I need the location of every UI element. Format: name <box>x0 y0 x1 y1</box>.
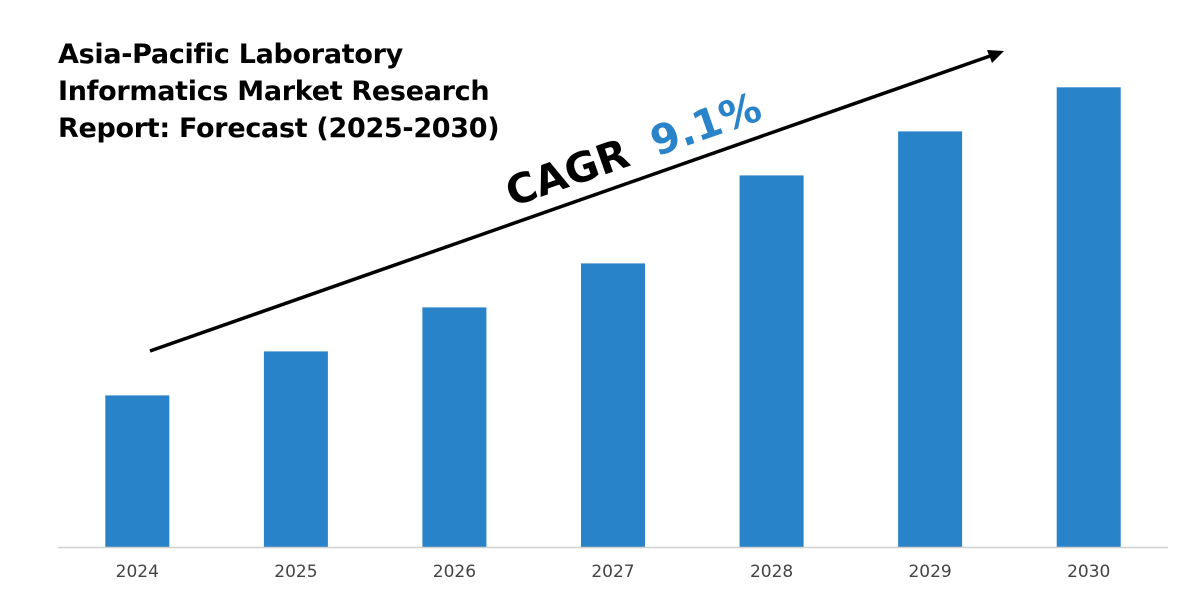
bar-2028 <box>739 175 804 547</box>
x-tick-label-2024: 2024 <box>116 562 159 582</box>
bar-2026 <box>422 307 487 547</box>
bar-2025 <box>263 351 328 547</box>
bar-2024 <box>105 395 170 547</box>
bar-2027 <box>581 263 645 547</box>
chart-title-line-1: Asia-Pacific Laboratory <box>58 39 403 70</box>
chart-title-line-2: Informatics Market Research <box>58 76 490 107</box>
cagr-arrow-line <box>149 54 991 353</box>
x-tick-label-2026: 2026 <box>433 562 476 582</box>
x-tick-label-2028: 2028 <box>750 562 793 582</box>
cagr-arrow-head <box>987 50 1004 63</box>
bar-2030 <box>1056 87 1121 548</box>
chart-title-line-3: Report: Forecast (2025-2030) <box>58 113 500 144</box>
bar-2029 <box>898 131 963 547</box>
x-tick-label-2030: 2030 <box>1067 562 1110 582</box>
bar-group <box>105 87 1121 548</box>
x-tick-label-2029: 2029 <box>908 562 951 582</box>
x-tick-labels: 2024 2025 2026 2027 2028 2029 2030 <box>116 562 1111 582</box>
x-tick-label-2025: 2025 <box>274 562 317 582</box>
cagr-trend-arrow <box>149 50 1004 353</box>
chart-title: Asia-Pacific Laboratory Informatics Mark… <box>58 36 500 147</box>
cagr-value: 9.1% <box>644 83 767 166</box>
x-tick-label-2027: 2027 <box>591 562 634 582</box>
